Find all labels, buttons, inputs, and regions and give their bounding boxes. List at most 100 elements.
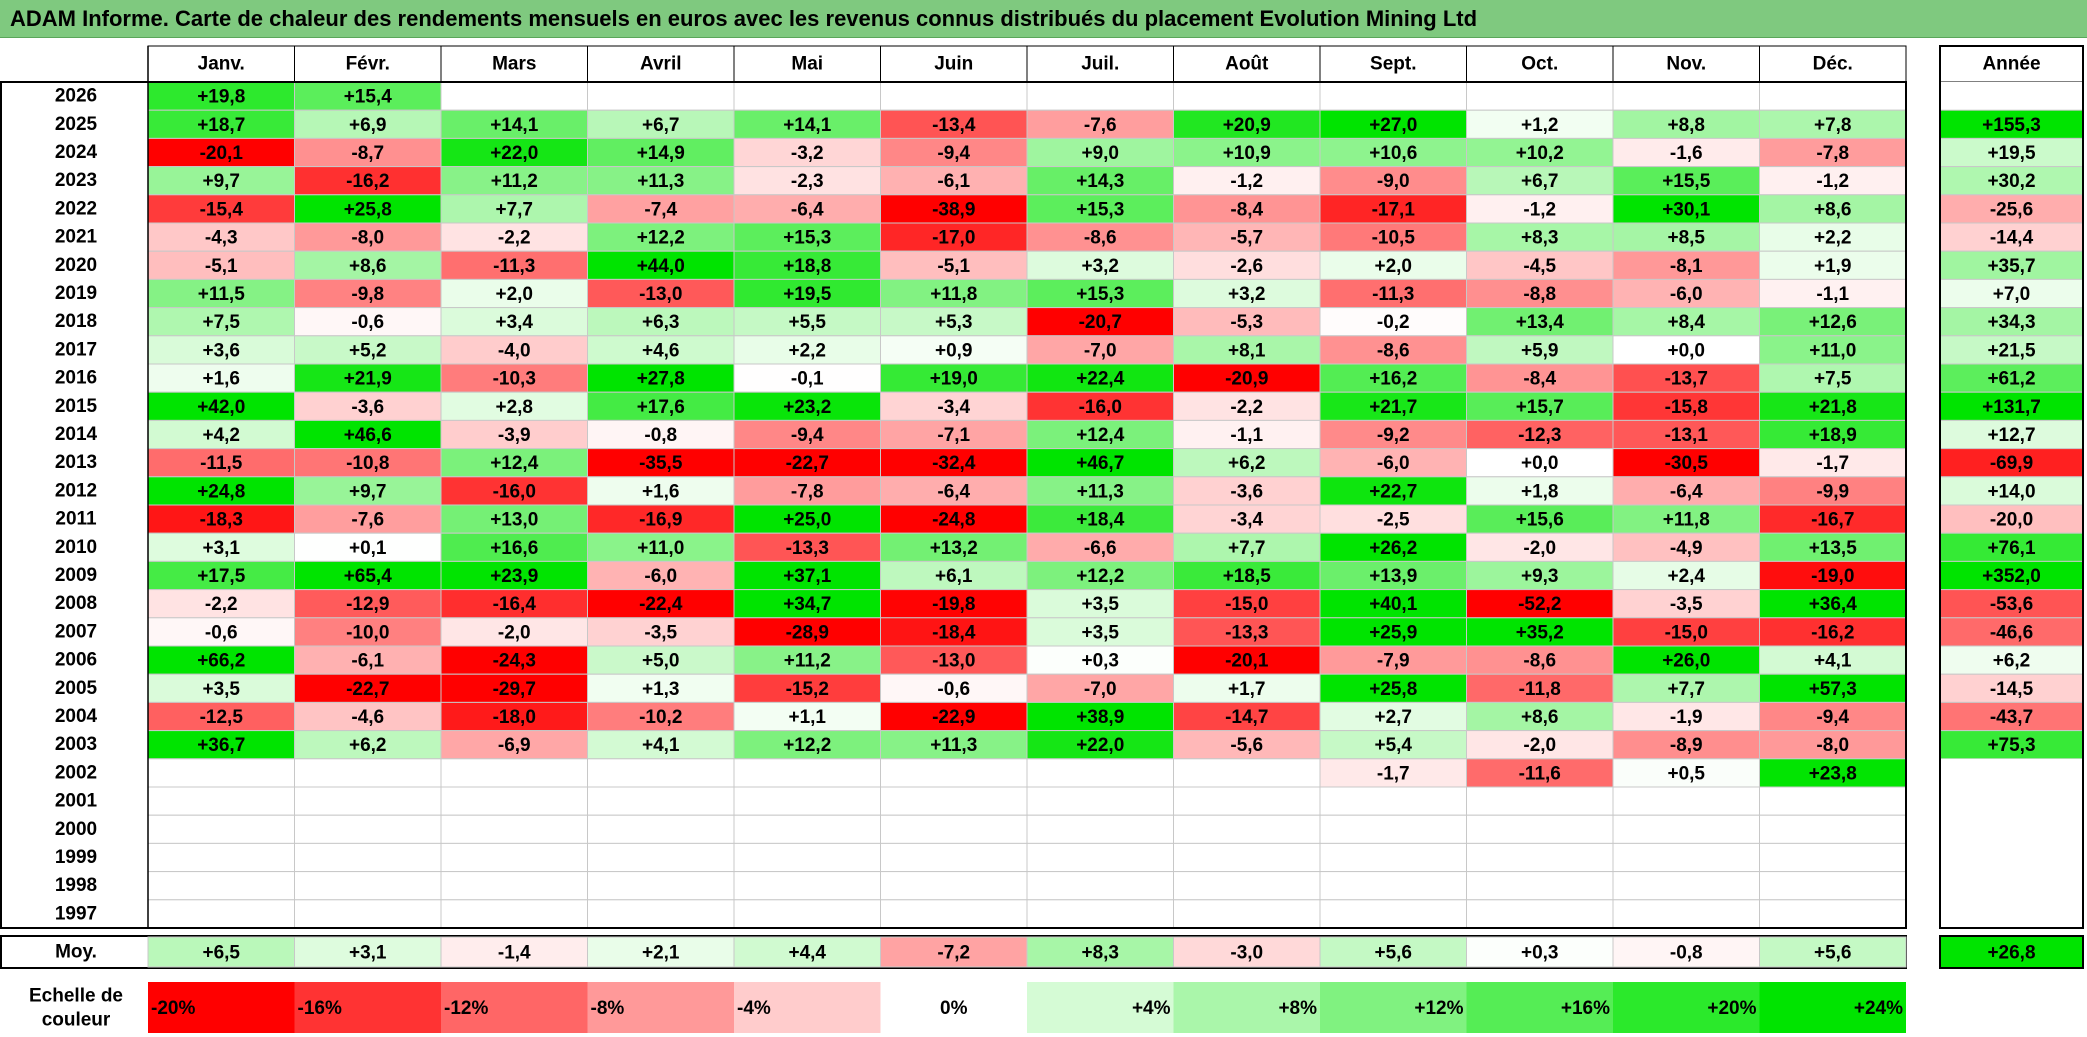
cell-value: -1,1 [1230,425,1263,446]
cell-value: -2,2 [205,594,238,615]
cell-value: -6,0 [1670,284,1703,305]
cell-value: -15,0 [1225,594,1268,615]
cell-value: +20,9 [1223,115,1271,136]
cell-value: +66,2 [197,651,245,672]
scale-label: Echelle de [29,986,123,1007]
heatmap-cell [1612,842,1760,873]
heatmap-cell [1319,137,1467,168]
heatmap-cell [1612,673,1760,703]
cell-value: -22,9 [932,707,975,728]
cell-value: -13,7 [1665,369,1708,390]
cell-value: -4,9 [1670,538,1703,559]
heatmap-cell [147,335,295,365]
cell-value: -0,2 [1377,312,1410,333]
cell-value: -14,7 [1225,707,1268,728]
cell-value: -9,2 [1377,425,1410,446]
cell-value: +21,7 [1369,397,1417,418]
heatmap-cell [294,730,442,760]
heatmap-cell [1466,81,1614,111]
year-label: 2000 [55,819,97,840]
cell-value: -35,5 [639,453,683,474]
heatmap-cell [1612,166,1760,196]
heatmap-cell [294,363,442,393]
annual-cell [1940,843,2083,872]
cell-value: +27,0 [1369,115,1417,136]
cell-value: +8,1 [1228,340,1266,361]
cell-value: +23,2 [783,397,831,418]
cell-value: +2,7 [1374,707,1412,728]
average-value: +4,4 [788,943,826,964]
heatmap-cell [1759,871,1907,901]
cell-value: +14,9 [637,143,685,164]
scale-value: 0% [940,998,968,1019]
month-header: Juin [934,54,973,75]
annual-value: +61,2 [1987,369,2035,390]
heatmap-cell [440,645,588,675]
heatmap-cell [587,81,735,111]
cell-value: -5,1 [205,256,238,277]
cell-value: -20,7 [1079,312,1122,333]
cell-value: +13,5 [1809,538,1858,559]
cell-value: +0,0 [1521,453,1559,474]
average-annual-value: +26,8 [1987,943,2035,964]
cell-value: +7,7 [1667,679,1705,700]
cell-value: -9,8 [351,284,384,305]
heatmap-cell [733,617,881,647]
cell-value: +34,7 [783,594,831,615]
heatmap-cell [587,504,735,534]
annual-value: -53,6 [1990,594,2033,615]
average-annual-cell [1939,935,2084,969]
heatmap-cell [1173,589,1321,619]
cell-value: -1,7 [1377,763,1410,784]
heatmap-cell [294,278,442,309]
heatmap-cell [1612,448,1760,478]
annual-value: -14,5 [1990,679,2034,700]
annual-cell [1939,278,2084,309]
heatmap-cell [1612,137,1760,168]
cell-value: -22,7 [786,453,829,474]
heatmap-cell [1759,560,1907,591]
heatmap-cell [880,81,1028,111]
cell-value: +17,6 [637,397,685,418]
heatmap-cell [294,335,442,365]
average-cell [1466,936,1614,968]
cell-value: +12,6 [1809,312,1857,333]
heatmap-cell [1759,701,1907,732]
heatmap-cell [587,730,735,760]
cell-value: -10,3 [493,369,536,390]
heatmap-cell [587,589,735,619]
cell-value: +26,2 [1369,538,1417,559]
heatmap-cell [440,109,588,139]
heatmap-cell [1319,814,1467,844]
cell-value: -16,0 [493,481,536,502]
heatmap-cell [440,730,588,760]
month-header: Mars [492,54,536,75]
cell-value: +5,4 [1374,735,1412,756]
cell-value: +4,1 [642,735,680,756]
scale-swatch [1466,982,1613,1033]
chart-title: ADAM Informe. Carte de chaleur des rende… [10,6,1478,31]
cell-value: +6,1 [935,566,973,587]
cell-value: +15,3 [1076,284,1124,305]
cell-value: -17,0 [932,228,975,249]
month-header: Déc. [1813,54,1853,75]
cell-value: +6,3 [642,312,680,333]
heatmap-cell [440,786,588,816]
heatmap-cell [147,758,295,788]
average-value: +8,3 [1081,943,1119,964]
heatmap-cell [733,842,881,873]
heatmap-cell [1759,335,1907,365]
heatmap-cell [1026,871,1174,901]
cell-value: -16,7 [1811,510,1854,531]
cell-value: +30,1 [1662,199,1711,220]
heatmap-cell [587,786,735,816]
year-label: 2013 [55,452,97,473]
heatmap-cell [1612,222,1760,252]
cell-value: -7,9 [1377,651,1410,672]
cell-value: -16,0 [1079,397,1122,418]
heatmap-cell [1026,504,1174,534]
average-cell [1759,936,1907,968]
month-header: Févr. [346,54,390,75]
cell-value: +9,7 [202,171,240,192]
cell-value: -13,3 [1225,622,1268,643]
